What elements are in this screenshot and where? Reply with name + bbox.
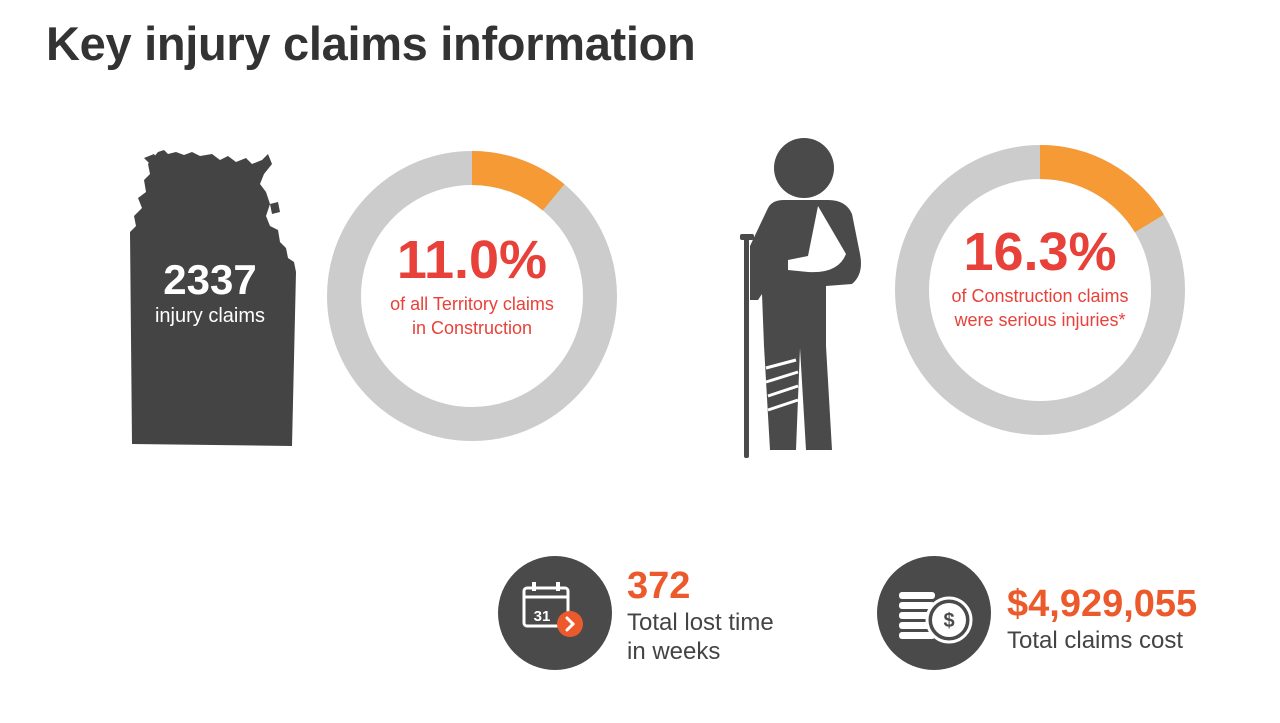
territory-share-text: 11.0% of all Territory claims in Constru…: [322, 230, 622, 340]
lost-time-value: 372: [627, 565, 691, 607]
claims-cost-label: Total claims cost: [1007, 627, 1184, 654]
claims-cost-stat: $4,929,055 Total claims cost: [1007, 584, 1197, 655]
lost-time-stat: 372 Total lost time in weeks: [627, 566, 774, 666]
serious-injury-text: 16.3% of Construction claims were seriou…: [890, 222, 1190, 332]
territory-map-icon: [130, 150, 296, 446]
territory-share-ring: [327, 151, 617, 441]
calendar-icon: 31: [498, 556, 612, 670]
calendar-day-number: 31: [534, 608, 551, 625]
claims-cost-value: $4,929,055: [1007, 583, 1198, 625]
territory-share-caption-line2: in Construction: [411, 318, 533, 338]
serious-injury-caption-line1: of Construction claims: [951, 286, 1129, 306]
serious-injury-percent: 16.3%: [963, 222, 1117, 282]
territory-share-caption-line1: of all Territory claims: [390, 294, 554, 314]
territory-claims-summary: 2337 injury claims: [120, 256, 300, 328]
serious-injury-caption-line2: were serious injuries*: [954, 310, 1126, 330]
territory-claims-label: injury claims: [154, 305, 266, 327]
donut-segment-serious: [1039, 145, 1164, 233]
territory-share-donut: 11.0% of all Territory claims in Constru…: [322, 146, 622, 446]
page-title: Key injury claims information: [46, 17, 696, 70]
injured-person-icon: [740, 138, 861, 458]
coin-dollar-symbol: $: [943, 610, 954, 632]
donut-segment-construction: [471, 151, 565, 211]
territory-share-percent: 11.0%: [396, 230, 548, 290]
territory-claims-count: 2337: [163, 256, 257, 303]
lost-time-label-line2: in weeks: [627, 638, 721, 665]
lost-time-label-line1: Total lost time: [627, 609, 774, 636]
coins-dollar-icon: $: [877, 556, 991, 670]
serious-injury-ring: [895, 145, 1185, 435]
serious-injury-donut: 16.3% of Construction claims were seriou…: [890, 140, 1190, 440]
